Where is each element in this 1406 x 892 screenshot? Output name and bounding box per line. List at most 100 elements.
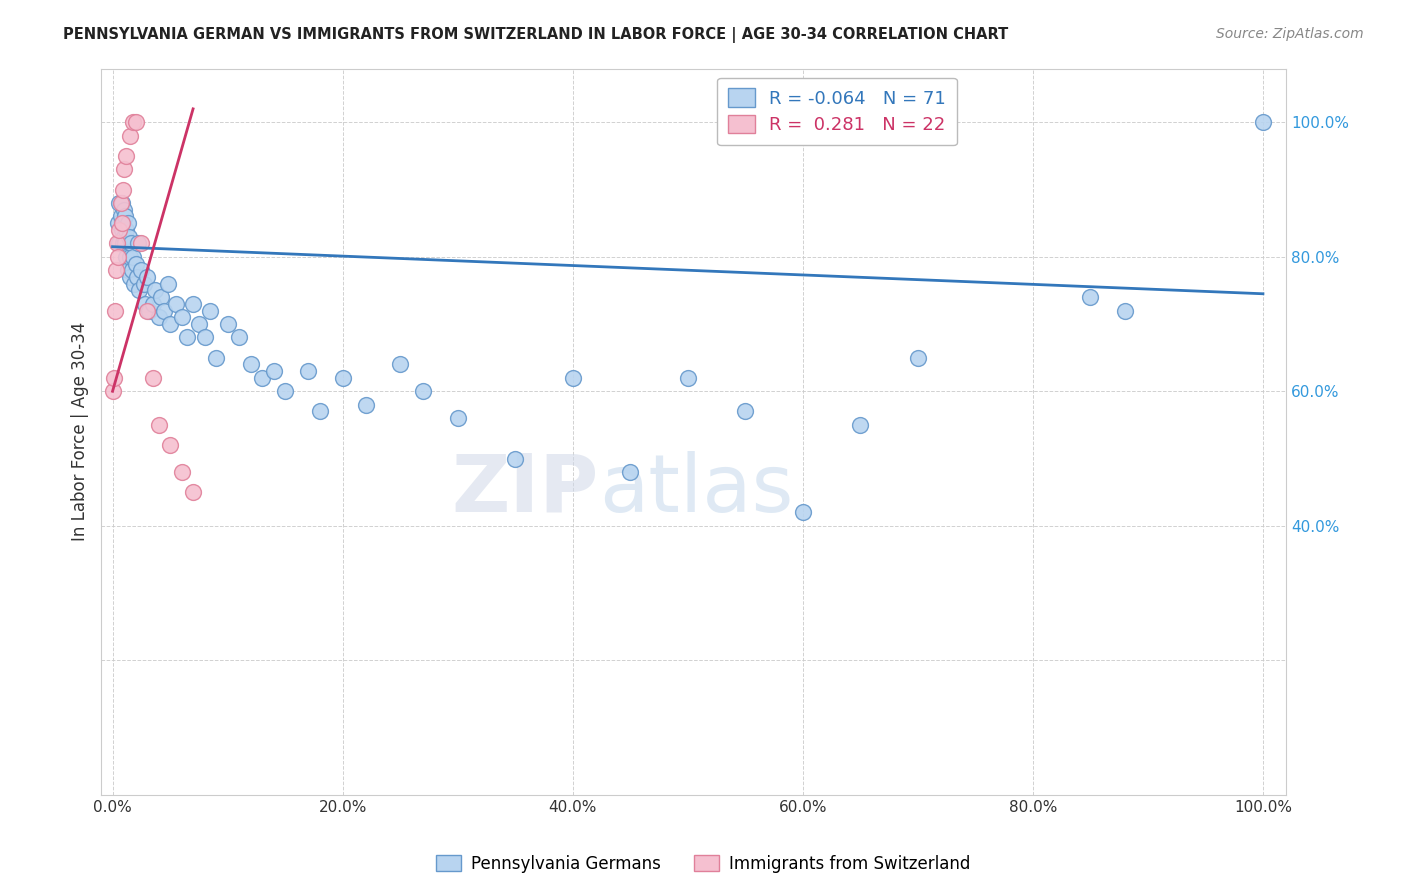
Point <box>136 303 159 318</box>
Text: atlas: atlas <box>599 450 793 529</box>
Point <box>104 303 127 318</box>
Point <box>148 310 170 325</box>
Text: PENNSYLVANIA GERMAN VS IMMIGRANTS FROM SWITZERLAND IN LABOR FORCE | AGE 30-34 CO: PENNSYLVANIA GERMAN VS IMMIGRANTS FROM S… <box>63 27 1008 43</box>
Point <box>412 384 434 399</box>
Point <box>112 162 135 177</box>
Y-axis label: In Labor Force | Age 30-34: In Labor Force | Age 30-34 <box>72 322 89 541</box>
Legend: R = -0.064   N = 71, R =  0.281   N = 22: R = -0.064 N = 71, R = 0.281 N = 22 <box>717 78 957 145</box>
Point <box>112 202 135 217</box>
Point <box>103 371 125 385</box>
Point <box>111 182 134 196</box>
Point <box>142 297 165 311</box>
Point <box>124 256 146 270</box>
Point <box>1080 290 1102 304</box>
Point <box>907 351 929 365</box>
Point <box>165 297 187 311</box>
Point <box>217 317 239 331</box>
Point <box>138 303 160 318</box>
Point <box>122 115 145 129</box>
Point <box>148 417 170 432</box>
Point <box>114 210 136 224</box>
Point <box>194 330 217 344</box>
Point <box>111 236 134 251</box>
Point <box>125 269 148 284</box>
Point <box>619 465 641 479</box>
Point <box>297 364 319 378</box>
Point <box>134 297 156 311</box>
Point <box>118 269 141 284</box>
Point <box>239 357 262 371</box>
Point <box>447 411 470 425</box>
Point <box>170 465 193 479</box>
Point <box>127 236 149 251</box>
Point <box>111 216 134 230</box>
Point <box>143 284 166 298</box>
Point <box>187 317 209 331</box>
Text: Source: ZipAtlas.com: Source: ZipAtlas.com <box>1216 27 1364 41</box>
Point <box>108 196 131 211</box>
Point <box>124 115 146 129</box>
Point <box>503 451 526 466</box>
Point <box>159 438 181 452</box>
Point <box>111 216 134 230</box>
Point <box>115 149 138 163</box>
Point <box>105 236 128 251</box>
Point <box>122 250 145 264</box>
Point <box>561 371 583 385</box>
Point <box>200 303 222 318</box>
Point <box>107 250 129 264</box>
Point <box>159 317 181 331</box>
Point <box>117 216 139 230</box>
Point <box>132 277 155 291</box>
Point <box>120 236 142 251</box>
Point <box>131 236 153 251</box>
Point <box>111 223 134 237</box>
Point <box>121 263 143 277</box>
Point <box>792 505 814 519</box>
Point <box>111 196 134 211</box>
Point <box>101 384 124 399</box>
Point <box>176 330 198 344</box>
Text: ZIP: ZIP <box>451 450 599 529</box>
Point <box>849 417 872 432</box>
Point <box>131 263 153 277</box>
Point <box>118 250 141 264</box>
Legend: Pennsylvania Germans, Immigrants from Switzerland: Pennsylvania Germans, Immigrants from Sw… <box>429 848 977 880</box>
Point <box>115 250 138 264</box>
Point <box>156 277 179 291</box>
Point <box>128 284 150 298</box>
Point <box>105 263 128 277</box>
Point <box>118 128 141 143</box>
Point <box>112 229 135 244</box>
Point <box>308 404 330 418</box>
Point <box>734 404 756 418</box>
Point <box>107 216 129 230</box>
Point <box>263 364 285 378</box>
Point <box>389 357 412 371</box>
Point <box>114 236 136 251</box>
Point <box>108 223 131 237</box>
Point <box>228 330 250 344</box>
Point <box>676 371 699 385</box>
Point <box>136 269 159 284</box>
Point <box>205 351 228 365</box>
Point <box>181 485 204 500</box>
Point <box>115 223 138 237</box>
Point <box>332 371 354 385</box>
Point <box>170 310 193 325</box>
Point <box>250 371 273 385</box>
Point <box>1251 115 1274 129</box>
Point <box>108 236 131 251</box>
Point <box>110 210 132 224</box>
Point <box>149 290 172 304</box>
Point <box>354 398 377 412</box>
Point <box>118 229 141 244</box>
Point <box>181 297 204 311</box>
Point <box>124 277 146 291</box>
Point <box>274 384 297 399</box>
Point <box>117 263 139 277</box>
Point <box>153 303 176 318</box>
Point <box>142 371 165 385</box>
Point <box>110 196 132 211</box>
Point <box>1114 303 1136 318</box>
